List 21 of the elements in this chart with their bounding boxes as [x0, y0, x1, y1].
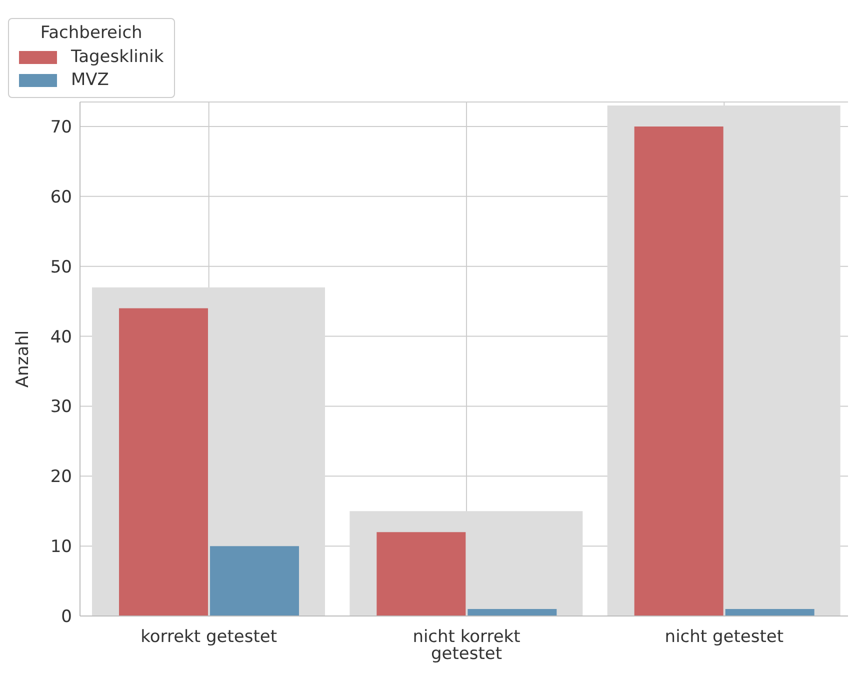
x-tick-label: nicht korrekt getestet — [412, 627, 521, 664]
legend-label: MVZ — [71, 70, 109, 90]
bar — [376, 532, 466, 616]
bar — [725, 609, 814, 616]
y-tick-label: 40 — [50, 327, 72, 348]
bar — [210, 546, 299, 616]
y-tick-label: 50 — [50, 257, 72, 278]
x-tick-label: nicht getestet — [664, 627, 784, 648]
bar — [634, 126, 724, 616]
y-tick-label: 30 — [50, 397, 72, 418]
y-tick-label: 60 — [50, 187, 72, 208]
y-axis-title: Anzahl — [13, 330, 34, 388]
y-tick-label: 70 — [50, 118, 72, 138]
bar — [468, 609, 557, 616]
y-tick-label: 10 — [50, 537, 72, 558]
legend-label: Tagesklinik — [71, 47, 164, 67]
x-tick-label: korrekt getestet — [140, 627, 278, 648]
y-tick-label: 0 — [61, 607, 72, 628]
legend-title: Fachbereich — [39, 23, 144, 43]
bar — [119, 308, 208, 616]
y-tick-label: 20 — [50, 467, 72, 488]
